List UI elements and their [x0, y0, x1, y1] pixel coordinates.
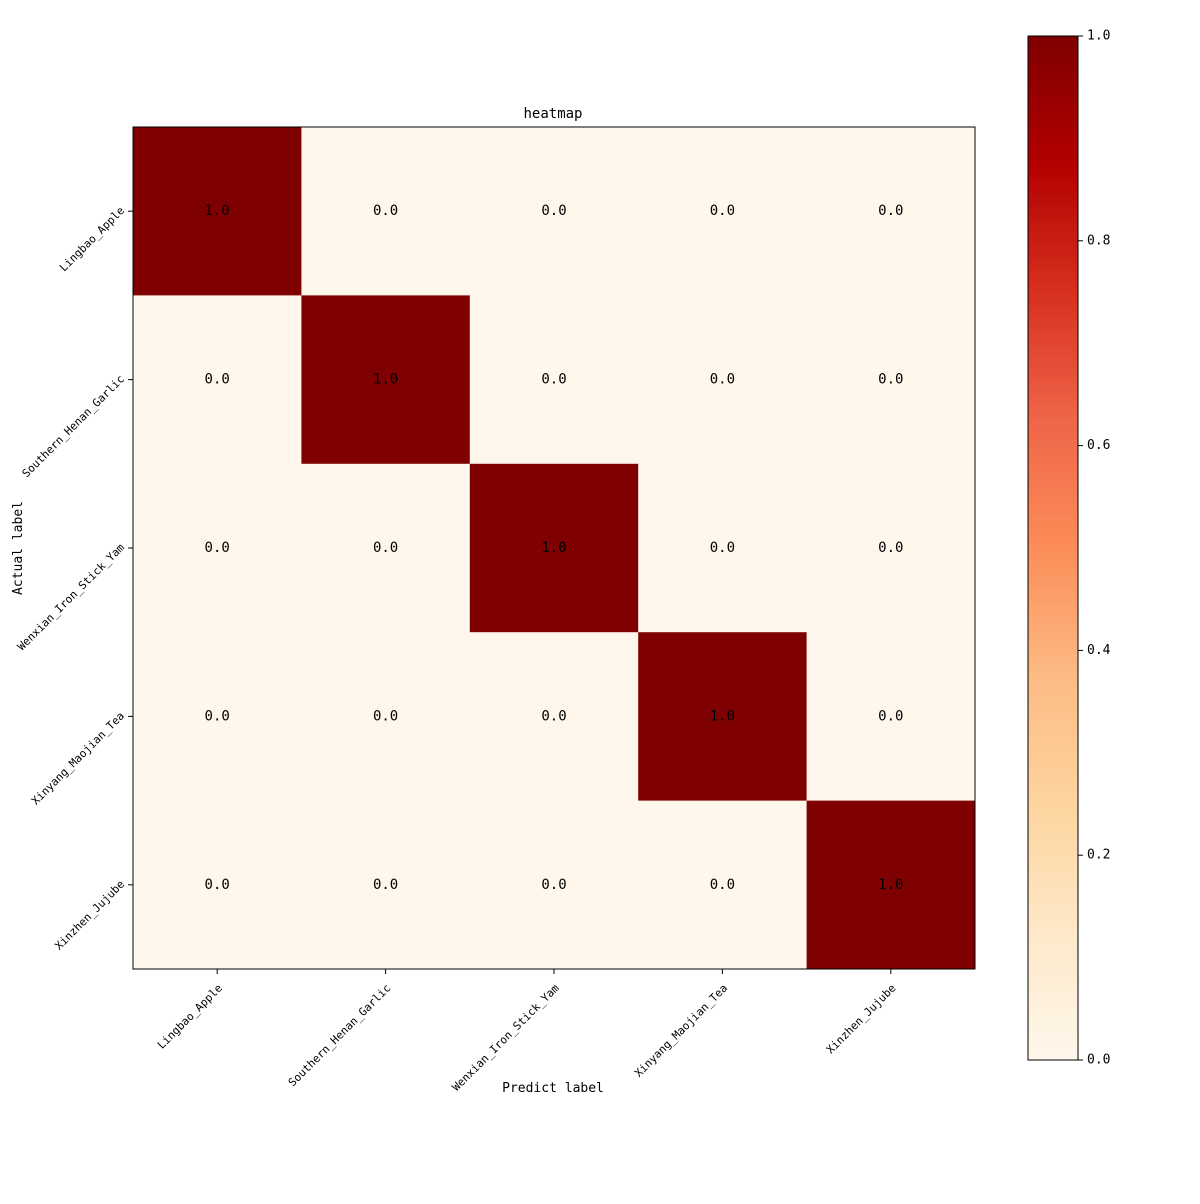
cell-value-labels: 1.0 0.0 0.0 0.0 0.0 0.0 1.0 0.0 0.0 0.0 0.0 0.0 1.0 0…: [205, 203, 904, 893]
colorbar-ticks: 0.0 0.2 0.4 0.6 0.8 1.0: [1078, 29, 1111, 1068]
x-tick-label: Southern_Henan_Garlic: [286, 982, 394, 1090]
x-axis-label: Predict label: [502, 1081, 604, 1096]
heatmap-cell: [133, 127, 302, 296]
cell-value-label: 1.0: [878, 877, 903, 893]
heatmap-cell: [133, 463, 302, 633]
cell-value-label: 0.0: [373, 540, 398, 556]
heatmap-cell: [638, 295, 808, 465]
colorbar-tick-label: 0.6: [1087, 438, 1110, 453]
heatmap-cell: [301, 800, 471, 970]
x-tick-label: Xinzhen_Jujube: [824, 982, 899, 1057]
cell-value-label: 0.0: [710, 877, 735, 893]
cell-value-label: 1.0: [373, 372, 398, 388]
x-tick-label: Wenxian_Iron_Stick_Yam: [450, 981, 562, 1093]
heatmap-cell: [133, 632, 302, 802]
cell-value-label: 0.0: [373, 877, 398, 893]
cell-value-label: 0.0: [878, 203, 903, 219]
y-axis-ticks: Lingbao_Apple Southern_Henan_Garlic Wenxia…: [15, 204, 133, 952]
heatmap-cell: [133, 800, 302, 970]
colorbar-tick-label: 0.8: [1087, 233, 1110, 248]
heatmap-cell: [638, 632, 808, 802]
chart-title: heatmap: [523, 106, 582, 122]
x-tick-label: Xinyang_Maojian_Tea: [632, 982, 730, 1080]
heatmap-cell: [638, 800, 808, 970]
y-tick-label: Xinyang_Maojian_Tea: [29, 709, 127, 807]
heatmap-cell: [301, 127, 471, 296]
cell-value-label: 0.0: [878, 540, 903, 556]
cell-value-label: 1.0: [205, 203, 230, 219]
cell-value-label: 1.0: [541, 540, 566, 556]
heatmap-cell: [638, 463, 808, 633]
y-tick-label: Lingbao_Apple: [57, 204, 127, 274]
colorbar-gradient: [1028, 36, 1078, 1060]
y-tick-label: Xinzhen_Jujube: [52, 878, 127, 953]
heatmap-cell: [301, 463, 471, 633]
heatmap-cell: [469, 295, 639, 465]
heatmap-cell: [638, 127, 808, 296]
cell-value-label: 0.0: [710, 540, 735, 556]
cell-value-label: 0.0: [205, 372, 230, 388]
cell-value-label: 1.0: [710, 708, 735, 724]
cell-value-label: 0.0: [541, 203, 566, 219]
cell-value-label: 0.0: [710, 203, 735, 219]
cell-value-label: 0.0: [205, 540, 230, 556]
heatmap-cell: [469, 632, 639, 802]
y-tick-label: Wenxian_Iron_Stick_Yam: [15, 541, 127, 653]
colorbar-tick-label: 1.0: [1087, 29, 1110, 44]
cell-value-label: 0.0: [205, 708, 230, 724]
heatmap-cell: [301, 295, 471, 465]
heatmap-cell: [806, 127, 976, 296]
heatmap-cell: [301, 632, 471, 802]
colorbar-frame: [1027, 35, 1079, 1061]
heatmap-cell: [469, 127, 639, 296]
x-axis-ticks: Lingbao_Apple Southern_Henan_Garlic Wenxia…: [155, 969, 899, 1094]
cell-value-label: 0.0: [205, 877, 230, 893]
heatmap-cell: [806, 295, 976, 465]
y-tick-label: Southern_Henan_Garlic: [20, 373, 128, 481]
x-tick-label: Lingbao_Apple: [155, 982, 225, 1052]
cell-value-label: 0.0: [710, 372, 735, 388]
cell-value-label: 0.0: [878, 372, 903, 388]
cell-value-label: 0.0: [541, 877, 566, 893]
colorbar-tick-label: 0.2: [1087, 848, 1110, 863]
cell-value-label: 0.0: [373, 203, 398, 219]
heatmap-cell: [469, 800, 639, 970]
heatmap-cell: [806, 800, 976, 970]
heatmap-cells: [133, 127, 976, 970]
heatmap-cell: [469, 463, 639, 633]
heatmap-cell: [133, 295, 302, 465]
colorbar: 0.0 0.2 0.4 0.6 0.8 1.0: [1027, 29, 1111, 1068]
y-axis-label: Actual label: [11, 501, 26, 595]
heatmap-cell: [806, 632, 976, 802]
cell-value-label: 0.0: [541, 708, 566, 724]
colorbar-tick-label: 0.0: [1087, 1053, 1110, 1068]
colorbar-tick-label: 0.4: [1087, 643, 1111, 658]
cell-value-label: 0.0: [878, 708, 903, 724]
heatmap-cell: [806, 463, 976, 633]
cell-value-label: 0.0: [541, 372, 566, 388]
cell-value-label: 0.0: [373, 708, 398, 724]
